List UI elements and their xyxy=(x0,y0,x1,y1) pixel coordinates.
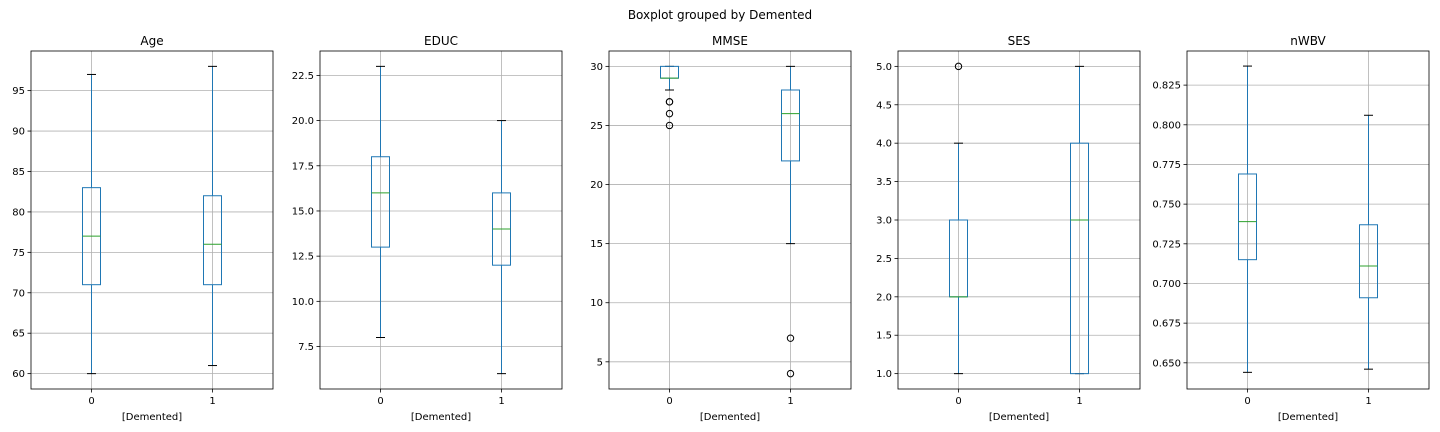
box-group-0 xyxy=(949,62,968,375)
outlier-point xyxy=(786,369,795,378)
figure-suptitle: Boxplot grouped by Demented xyxy=(628,8,812,22)
y-tick-label: 15.0 xyxy=(292,206,314,217)
y-tick-label: 2.5 xyxy=(876,254,892,265)
x-axis-label: [Demented] xyxy=(1278,412,1338,423)
outlier-point xyxy=(665,121,674,130)
outlier-point xyxy=(954,62,963,71)
x-tick-label: 1 xyxy=(1365,396,1371,407)
y-tick-label: 10.0 xyxy=(292,297,314,308)
y-tick-label: 3.0 xyxy=(876,216,892,227)
panel-nwbv: 0.650 0.675 0.700 0.725 0.750 0.775 0.800 0.825… xyxy=(1152,34,1430,423)
box-group-0 xyxy=(371,65,390,338)
x-tick-label: 1 xyxy=(787,396,793,407)
y-tick-label: 65 xyxy=(12,329,25,340)
iqr-box xyxy=(781,89,800,162)
axes-frame xyxy=(30,50,274,390)
panel-title: MMSE xyxy=(712,34,748,48)
axes-frame xyxy=(319,50,563,390)
panel-age: 60 65 70 75 80 85 90 95 0 1 Age [Demented] xyxy=(12,34,274,423)
outlier-point xyxy=(665,98,674,106)
x-tick-label: 0 xyxy=(1244,396,1250,407)
box-group-1 xyxy=(781,65,800,378)
y-tick-label: 60 xyxy=(12,369,25,380)
y-tick-label: 0.725 xyxy=(1152,239,1181,250)
x-axis-label: [Demented] xyxy=(989,412,1049,423)
y-tick-label: 1.5 xyxy=(876,331,892,342)
x-tick-label: 0 xyxy=(955,396,961,407)
y-tick-label: 70 xyxy=(12,288,25,299)
x-tick-label: 1 xyxy=(209,396,215,407)
axes-frame xyxy=(1186,50,1430,390)
iqr-box xyxy=(203,195,222,286)
y-tick-label: 0.825 xyxy=(1152,81,1181,92)
y-tick-label: 75 xyxy=(12,248,25,259)
y-tick-label: 22.5 xyxy=(292,71,314,82)
x-axis-label: [Demented] xyxy=(122,412,182,423)
y-tick-label: 2.0 xyxy=(876,292,892,303)
x-axis-label: [Demented] xyxy=(700,412,760,423)
iqr-box xyxy=(371,156,390,248)
y-tick-label: 17.5 xyxy=(292,161,314,172)
y-tick-label: 3.5 xyxy=(876,177,892,188)
x-tick-label: 1 xyxy=(498,396,504,407)
iqr-box xyxy=(1238,173,1257,261)
y-tick-label: 7.5 xyxy=(298,342,314,353)
x-tick-label: 0 xyxy=(88,396,94,407)
axes-frame xyxy=(608,50,852,390)
y-tick-label: 0.800 xyxy=(1152,120,1181,131)
y-tick-label: 4.5 xyxy=(876,100,892,111)
panel-title: nWBV xyxy=(1290,34,1326,48)
x-tick-label: 0 xyxy=(377,396,383,407)
x-tick-label: 1 xyxy=(1076,396,1082,407)
y-tick-label: 0.650 xyxy=(1152,358,1181,369)
y-tick-label: 0.775 xyxy=(1152,160,1181,171)
x-tick-label: 0 xyxy=(666,396,672,407)
iqr-box xyxy=(1359,224,1378,299)
panel-educ: 7.5 10.0 12.5 15.0 17.5 20.0 22.5 0 1 EDUC [Dement… xyxy=(292,34,563,423)
iqr-box xyxy=(1070,142,1089,375)
y-tick-label: 12.5 xyxy=(292,252,314,263)
y-tick-label: 25 xyxy=(590,121,603,132)
y-tick-label: 20.0 xyxy=(292,116,314,127)
y-tick-label: 10 xyxy=(590,298,603,309)
y-tick-label: 0.700 xyxy=(1152,279,1181,290)
panel-ses: 1.0 1.5 2.0 2.5 3.0 3.5 4.0 4.5 5.0 0 1 SES [Demente… xyxy=(876,34,1141,423)
panel-mmse: 5 10 15 20 25 30 0 1 MMSE [Demented] xyxy=(590,34,852,423)
y-tick-label: 5.0 xyxy=(876,62,892,73)
y-tick-label: 5 xyxy=(597,357,603,368)
panel-title: SES xyxy=(1008,34,1031,48)
outlier-point xyxy=(665,109,674,118)
box-group-1 xyxy=(1070,65,1089,375)
y-tick-label: 80 xyxy=(12,207,25,218)
panel-title: EDUC xyxy=(424,34,458,48)
box-group-1 xyxy=(203,65,222,367)
y-tick-label: 4.0 xyxy=(876,139,892,150)
y-tick-label: 20 xyxy=(590,180,603,191)
outlier-point xyxy=(786,334,795,342)
y-tick-label: 30 xyxy=(590,62,603,73)
y-tick-label: 85 xyxy=(12,167,25,178)
y-tick-label: 95 xyxy=(12,86,25,97)
panel-title: Age xyxy=(140,34,163,48)
y-tick-label: 0.675 xyxy=(1152,319,1181,330)
box-group-0 xyxy=(1238,65,1257,373)
y-tick-label: 15 xyxy=(590,239,603,250)
y-tick-label: 90 xyxy=(12,127,25,138)
y-tick-label: 0.750 xyxy=(1152,200,1181,211)
box-group-0 xyxy=(660,65,679,130)
box-group-1 xyxy=(492,120,511,375)
box-group-1 xyxy=(1359,114,1378,370)
y-tick-label: 1.0 xyxy=(876,369,892,380)
x-axis-label: [Demented] xyxy=(411,412,471,423)
box-group-0 xyxy=(82,73,101,375)
